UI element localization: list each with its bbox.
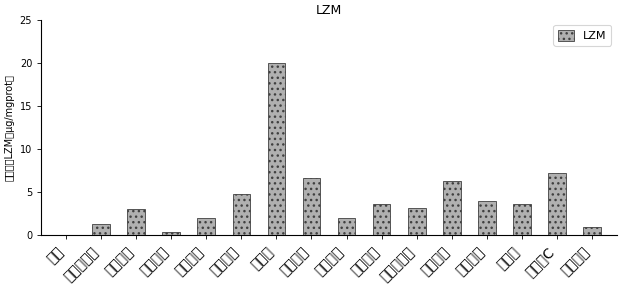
Bar — [548, 173, 566, 235]
Bar — [478, 201, 496, 235]
Bar — [408, 208, 425, 235]
Legend: LZM: LZM — [553, 25, 611, 46]
Bar — [127, 209, 145, 235]
Bar — [338, 218, 355, 235]
Bar — [302, 177, 320, 235]
Bar — [443, 181, 461, 235]
Bar — [268, 63, 285, 235]
Y-axis label: 溶菌酶（LZM，μg/mgprot）: 溶菌酶（LZM，μg/mgprot） — [4, 74, 14, 181]
Bar — [373, 204, 391, 235]
Title: LZM: LZM — [316, 4, 342, 17]
Bar — [584, 227, 601, 235]
Bar — [514, 204, 531, 235]
Bar — [232, 194, 250, 235]
Bar — [162, 232, 180, 235]
Bar — [197, 218, 215, 235]
Bar — [92, 224, 110, 235]
